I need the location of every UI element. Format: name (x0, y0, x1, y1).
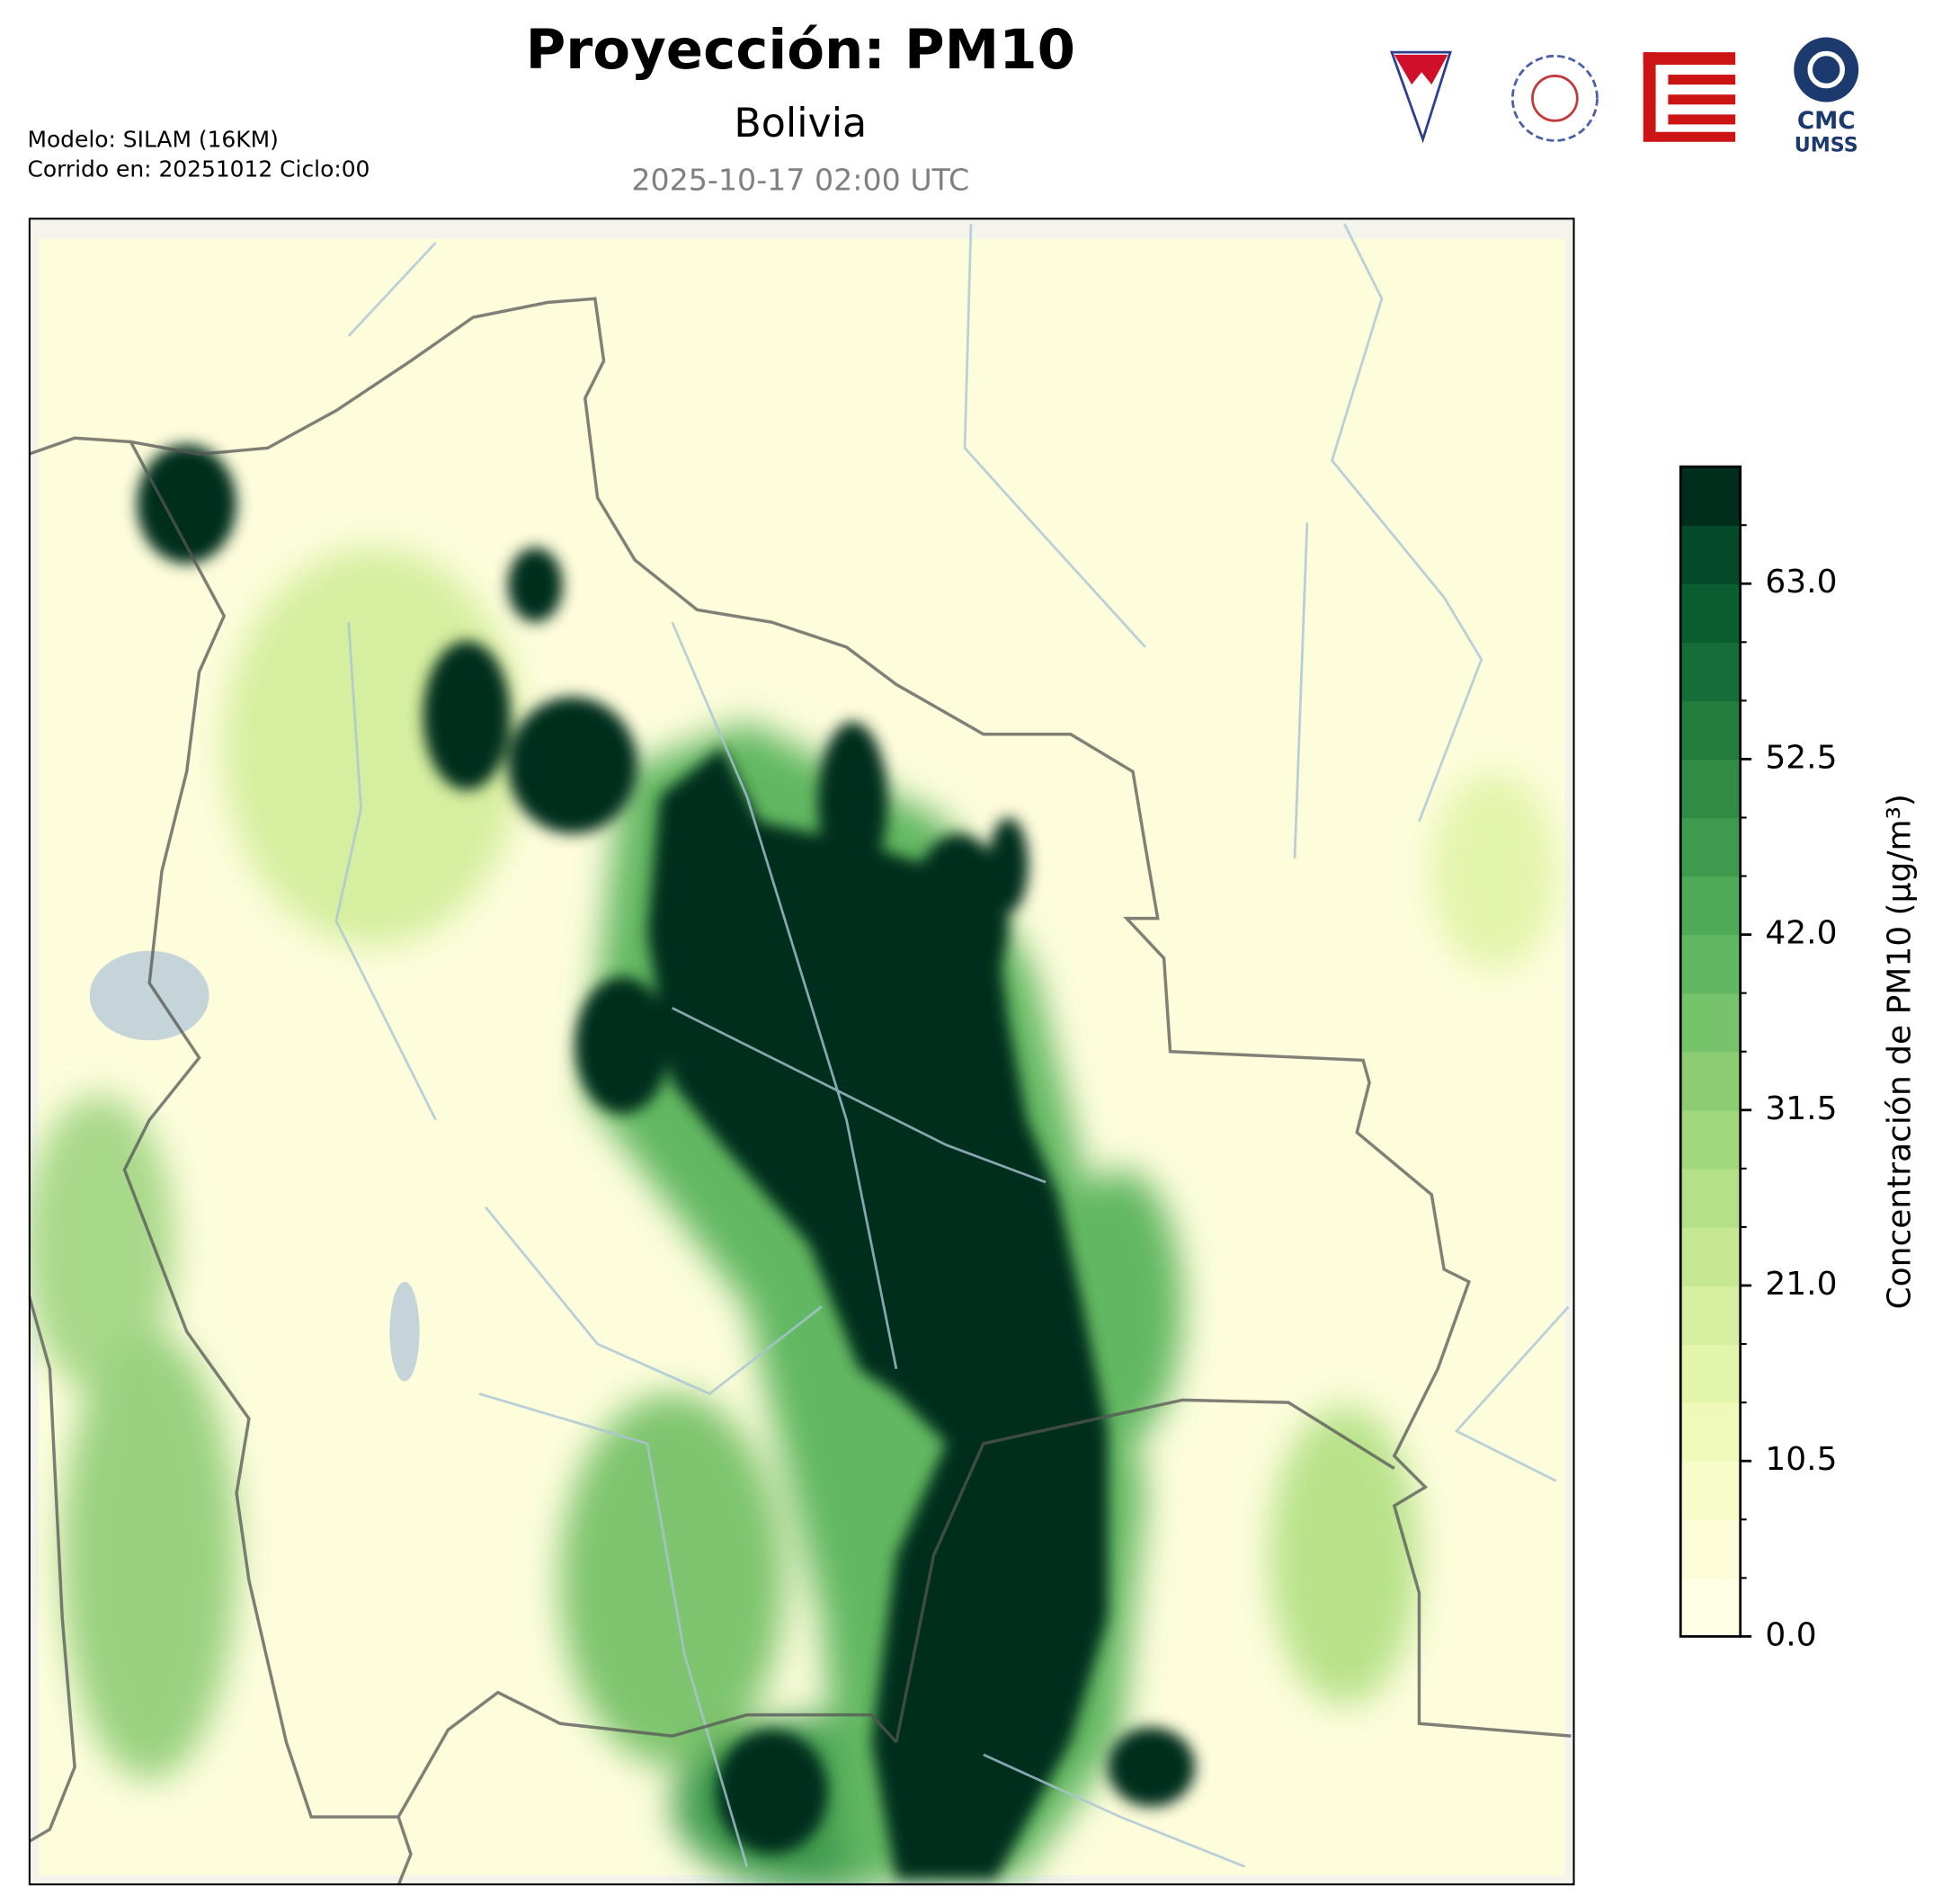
tick-label: 10.5 (1765, 1441, 1837, 1478)
colorbar-segment (1680, 759, 1741, 819)
colorbar-segment (1680, 1344, 1741, 1403)
model-info: Modelo: SILAM (16KM) (27, 126, 278, 152)
tick-label: 63.0 (1765, 564, 1837, 601)
colorbar-segment (1680, 467, 1741, 526)
logo-text: UMSS (1795, 133, 1858, 156)
tick-label: 42.0 (1765, 915, 1837, 952)
colorbar-segment (1680, 817, 1741, 877)
colorbar-segment (1680, 583, 1741, 643)
title: Proyección: PM10 (526, 18, 1075, 82)
colorbar-segment (1680, 1519, 1741, 1579)
colorbar-segment (1680, 1578, 1741, 1638)
colorbar-segment (1680, 1402, 1741, 1462)
logo-umss (1390, 50, 1452, 144)
tick-label: 0.0 (1765, 1616, 1816, 1653)
colorbar-frame (1679, 465, 1742, 1638)
colorbar-segment (1680, 642, 1741, 702)
subtitle: Bolivia (734, 101, 867, 147)
colorbar-segment (1680, 992, 1741, 1053)
tick-label: 31.5 (1765, 1090, 1837, 1127)
logo-fisica (1510, 54, 1599, 142)
tick-label: 52.5 (1765, 739, 1837, 776)
colorbar-label: Concentración de PM10 (µg/m³) (1881, 794, 1918, 1309)
tick-label: 21.0 (1765, 1266, 1837, 1303)
colorbar-segment (1680, 1109, 1741, 1170)
colorbar: 0.0 10.5 21.0 31.5 42.0 52.5 63.0 (1679, 465, 1838, 1653)
colorbar-segment (1680, 1168, 1741, 1228)
colorbar-segment (1680, 876, 1741, 936)
colorbar-segment (1680, 1051, 1741, 1111)
colorbar-segment (1680, 1461, 1741, 1520)
map (28, 218, 1575, 1886)
run-info: Corrido en: 20251012 Ciclo:00 (27, 156, 370, 182)
logo-text: CMC (1797, 108, 1856, 135)
colorbar-segment (1680, 934, 1741, 994)
logo-cmc: CMC UMSS (1794, 37, 1859, 156)
colorbar-segment (1680, 700, 1741, 761)
logo-fcyt (1643, 52, 1736, 142)
colorbar-segment (1680, 1285, 1741, 1345)
colorbar-segment (1680, 525, 1741, 584)
timestamp: 2025-10-17 02:00 UTC (631, 163, 969, 198)
colorbar-segment (1680, 1226, 1741, 1286)
